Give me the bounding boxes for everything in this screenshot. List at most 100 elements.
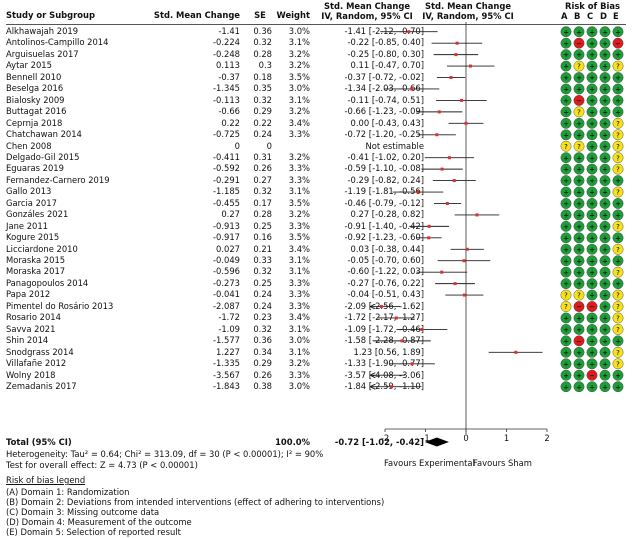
rob-glyph: + <box>576 86 582 94</box>
table-row: Bialosky 2009 -0.113 0.32 3.1% -0.11 [-0.74,… <box>0 95 632 106</box>
ci-value: -1.19 [-1.81, -0.56] <box>344 186 424 197</box>
rob-dot <box>612 220 624 232</box>
rob-dot <box>560 381 572 393</box>
rob-glyph: + <box>589 28 595 36</box>
smc-value: 0.113 <box>216 60 240 71</box>
rob-dot <box>612 152 624 164</box>
se-value: 0.24 <box>253 300 272 311</box>
study-name: Moraska 2017 <box>6 266 66 277</box>
rob-dot <box>586 255 598 267</box>
rob-glyph: + <box>576 166 582 174</box>
rob-glyph: + <box>563 51 569 59</box>
study-name: Snodgrass 2014 <box>6 346 74 357</box>
ci-value: -0.91 [-1.40, -0.42] <box>344 220 424 231</box>
col-header-smc: Std. Mean Change <box>153 10 240 20</box>
rob-glyph: + <box>576 200 582 208</box>
rob-dot <box>599 95 611 106</box>
weight-value: 3.5% <box>288 71 310 82</box>
rob-glyph: + <box>615 383 621 391</box>
rob-glyph: + <box>563 40 569 48</box>
smc-value: -0.917 <box>213 232 240 243</box>
rob-dot <box>560 324 572 335</box>
ci-value: -0.25 [-0.80, 0.30] <box>347 48 424 59</box>
rob-glyph: + <box>589 315 595 323</box>
se-value: 0.29 <box>253 106 272 117</box>
study-name: Chatchawan 2014 <box>6 129 82 140</box>
rob-dot <box>560 140 572 152</box>
rob-glyph: + <box>615 97 621 105</box>
weight-value: 3.1% <box>288 37 310 48</box>
rob-glyph: + <box>602 28 608 36</box>
rob-letter-c: C <box>587 11 594 21</box>
study-name: Wolny 2018 <box>6 369 56 380</box>
col-header-study: Study or Subgroup <box>6 10 95 20</box>
rob-glyph: + <box>576 120 582 128</box>
se-value: 0.32 <box>253 37 272 48</box>
rob-glyph: + <box>602 349 608 357</box>
rob-dot <box>612 358 624 370</box>
weight-value: 3.2% <box>288 151 310 162</box>
rob-glyph: + <box>615 280 621 288</box>
rob-glyph: + <box>563 108 569 116</box>
table-row: Buttagat 2016 -0.66 0.29 3.2% -0.66 [-1.23, … <box>0 106 632 117</box>
rob-dot <box>612 83 624 95</box>
rob-dot <box>586 312 598 324</box>
rob-glyph: + <box>602 189 608 197</box>
point-estimate <box>462 293 466 297</box>
se-value: 0.38 <box>253 380 272 391</box>
rob-dot <box>573 335 585 347</box>
rob-dot <box>612 198 624 209</box>
ci-value: -0.92 [-1.23, -0.60] <box>344 232 424 243</box>
rob-glyph: + <box>563 131 569 139</box>
rob-glyph: + <box>576 74 582 82</box>
weight-value: 3.2% <box>288 209 310 220</box>
rob-dot <box>586 95 598 106</box>
rob-glyph: + <box>589 154 595 162</box>
study-name: Villafañe 2012 <box>6 358 67 369</box>
rob-glyph: + <box>563 212 569 220</box>
table-row: Bennell 2010 -0.37 0.18 3.5% -0.37 [-0.72, -… <box>0 72 632 83</box>
rob-dot <box>612 175 624 186</box>
table-row: Pimentel do Rosário 2013 -2.087 0.24 3.3% -2… <box>0 301 632 312</box>
smc-value: -0.041 <box>213 289 240 300</box>
study-name: Savva 2021 <box>6 323 56 334</box>
smc-value: -0.248 <box>213 48 240 59</box>
rob-dot <box>573 381 585 393</box>
rob-dot <box>573 95 585 106</box>
rob-glyph: + <box>615 212 621 220</box>
smc-value: -1.09 <box>218 323 240 334</box>
rob-glyph: + <box>615 28 621 36</box>
table-row: Antolinos-Campillo 2014 -0.224 0.32 3.1% -0.… <box>0 37 632 48</box>
point-estimate <box>452 179 456 183</box>
rob-glyph: + <box>615 86 621 94</box>
total-ci: -0.72 [-1.02, -0.42] <box>334 437 424 447</box>
table-row: Aytar 2015 0.113 0.3 3.2% 0.11 [-0.47, 0.70] <box>0 60 632 71</box>
rob-dot <box>573 83 585 95</box>
ci-value: -3.57 [-4.08, -3.06] <box>344 369 424 380</box>
point-estimate <box>464 121 468 125</box>
study-name: Papa 2012 <box>6 289 51 300</box>
se-value: 0.18 <box>253 71 272 82</box>
rob-glyph: + <box>589 120 595 128</box>
smc-value: -0.455 <box>213 197 240 208</box>
weight-value: 3.1% <box>288 266 310 277</box>
table-row: Gallo 2013 -1.185 0.32 3.1% -1.19 [-1.81, -0… <box>0 186 632 197</box>
weight-value: 3.3% <box>288 163 310 174</box>
rob-glyph: ? <box>616 131 620 139</box>
rob-dot <box>586 106 598 118</box>
rob-glyph: + <box>576 383 582 391</box>
rob-dot <box>612 278 624 290</box>
rob-dot <box>573 301 585 312</box>
rob-dot <box>599 232 611 244</box>
ci-value: 0.11 [-0.47, 0.70] <box>350 60 425 71</box>
rob-glyph: + <box>589 280 595 288</box>
table-row: Chen 2008 0 0 Not estimable <box>0 141 632 152</box>
rob-glyph: − <box>576 97 582 105</box>
rob-dot <box>560 358 572 370</box>
rob-dot <box>599 83 611 95</box>
plot-header-sub: IV, Random, 95% CI <box>422 11 514 21</box>
total-weight: 100.0% <box>275 437 310 447</box>
table-row: Moraska 2017 -0.596 0.32 3.1% -0.60 [-1.22, … <box>0 266 632 277</box>
legend-item-b: (B) Domain 2: Deviations from intended i… <box>6 497 385 507</box>
rob-glyph: + <box>576 280 582 288</box>
